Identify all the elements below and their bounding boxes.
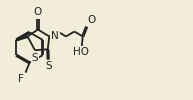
Text: O: O [87, 15, 96, 25]
Text: HO: HO [73, 48, 89, 58]
Text: S: S [45, 61, 52, 71]
Text: N: N [51, 31, 58, 41]
Text: S: S [32, 53, 38, 63]
Text: O: O [34, 7, 42, 17]
Text: F: F [18, 74, 24, 84]
